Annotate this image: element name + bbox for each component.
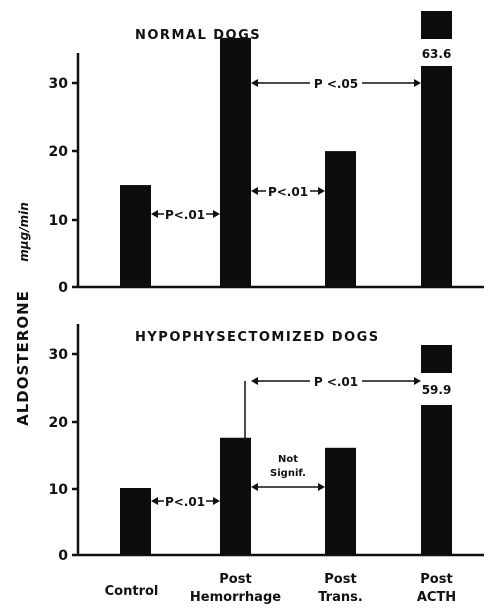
x-tick-label: ACTH	[417, 590, 456, 605]
arrowhead-right	[318, 187, 325, 195]
bar-upper-segment	[421, 11, 452, 39]
y-tick-label: 30	[49, 347, 69, 363]
x-tick-label: Control	[105, 584, 159, 599]
p-value-label: P <.01	[314, 375, 358, 389]
arrowhead-left	[251, 483, 258, 491]
y-axis-label: ALDOSTERONE	[14, 290, 32, 426]
bar	[325, 151, 356, 287]
significance-annotation: P <.01	[251, 375, 421, 389]
arrowhead-left	[151, 497, 158, 505]
bar	[325, 448, 356, 555]
arrowhead-left	[251, 79, 258, 87]
arrowhead-left	[251, 377, 258, 385]
bar	[421, 405, 452, 555]
p-value-label: P <.05	[314, 77, 358, 91]
y-axis-unit: mμg/min	[17, 202, 31, 261]
arrowhead-right	[213, 210, 220, 218]
x-tick-label: Hemorrhage	[190, 590, 281, 605]
significance-annotation: P<.01	[151, 208, 220, 222]
significance-annotation: P<.01	[151, 495, 220, 509]
y-tick-label: 30	[49, 76, 69, 92]
arrowhead-right	[414, 79, 421, 87]
bar	[120, 488, 151, 555]
arrowhead-right	[213, 497, 220, 505]
significance-annotation: P<.01	[251, 185, 325, 199]
x-tick-label: Trans.	[318, 590, 363, 605]
x-tick-label: Post	[420, 572, 452, 587]
arrowhead-right	[318, 483, 325, 491]
x-tick-label: Post	[324, 572, 356, 587]
p-value-label: Signif.	[270, 468, 306, 479]
p-value-label: P<.01	[165, 208, 205, 222]
arrowhead-left	[251, 187, 258, 195]
y-tick-label: 10	[49, 213, 69, 229]
bar-upper-segment	[421, 345, 452, 373]
panel-title: HYPOPHYSECTOMIZED DOGS	[135, 330, 380, 345]
p-value-label: Not	[278, 454, 298, 465]
bar	[220, 438, 251, 555]
bar	[220, 38, 251, 287]
y-tick-label: 20	[49, 144, 69, 160]
bar-value-label: 59.9	[422, 383, 452, 397]
y-tick-label: 20	[49, 415, 69, 431]
bar-value-label: 63.6	[422, 47, 452, 61]
bar	[421, 66, 452, 287]
y-tick-label: 10	[49, 482, 69, 498]
significance-annotation: P <.05	[251, 77, 421, 91]
arrowhead-right	[414, 377, 421, 385]
p-value-label: P<.01	[165, 495, 205, 509]
panel-hypophysectomized-dogs: HYPOPHYSECTOMIZED DOGS 0 10 20 30 59.9 P<.01 No…	[49, 324, 484, 564]
y-tick-label: 0	[58, 280, 68, 296]
y-tick-label: 0	[58, 548, 68, 564]
significance-annotation: Not Signif.	[251, 454, 325, 491]
bar	[120, 185, 151, 287]
p-value-label: P<.01	[268, 185, 308, 199]
arrowhead-left	[151, 210, 158, 218]
x-tick-label: Post	[219, 572, 251, 587]
